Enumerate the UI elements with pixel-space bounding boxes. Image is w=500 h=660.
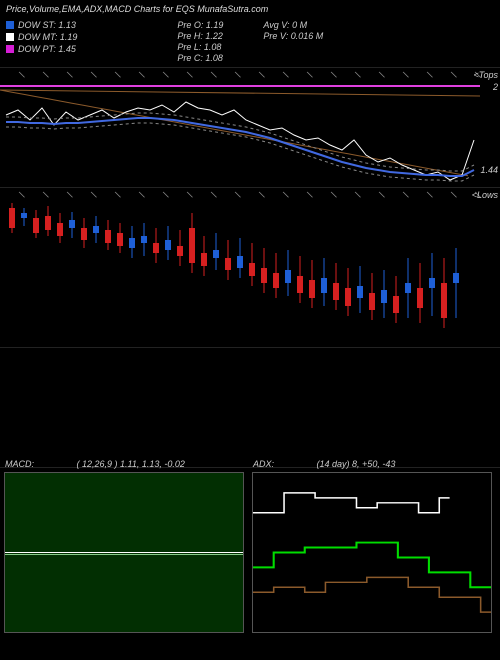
pre-open: Pre O: 1.19 [177, 20, 223, 30]
price-chart-svg [0, 68, 500, 188]
pre-high: Pre H: 1.22 [177, 31, 223, 41]
legend-mt: DOW MT: 1.19 [6, 32, 77, 42]
legend-st: DOW ST: 1.13 [6, 20, 77, 30]
top-ticks: \\\\\\\\\\\\\\\\\\\\ [0, 70, 500, 81]
y-tick-144: 1.44 [480, 165, 498, 175]
macd-svg [5, 473, 243, 632]
volume-info: Avg V: 0 M Pre V: 0.016 M [263, 20, 323, 63]
avg-vol: Avg V: 0 M [263, 20, 323, 30]
chart-title: Price,Volume,EMA,ADX,MACD Charts for EQS… [6, 4, 494, 14]
legend-pt-label: DOW PT: 1.45 [18, 44, 76, 54]
legend-pt: DOW PT: 1.45 [6, 44, 77, 54]
pre-low: Pre L: 1.08 [177, 42, 223, 52]
tops-label: <Tops [474, 70, 498, 80]
adx-box: ADX: (14 day) 8, +50, -43 [252, 472, 492, 633]
swatch-st [6, 21, 14, 29]
legend-mt-label: DOW MT: 1.19 [18, 32, 77, 42]
price-panel: \\\\\\\\\\\\\\\\\\\\ <Tops 2 1.44 [0, 67, 500, 187]
gap-panel [0, 347, 500, 467]
candle-chart-svg [0, 188, 500, 348]
adx-svg [253, 473, 491, 632]
lows-label: <Lows [472, 190, 498, 200]
legend-st-label: DOW ST: 1.13 [18, 20, 76, 30]
macd-label: MACD: ( 12,26,9 ) 1.11, 1.13, -0.02 [5, 459, 185, 469]
adx-label: ADX: (14 day) 8, +50, -43 [253, 459, 395, 469]
swatch-mt [6, 33, 14, 41]
ohlc: Pre O: 1.19 Pre H: 1.22 Pre L: 1.08 Pre … [177, 20, 223, 63]
legend: DOW ST: 1.13 DOW MT: 1.19 DOW PT: 1.45 [6, 20, 77, 63]
candle-panel: \\\\\\\\\\\\\\\\\\\\ <Lows [0, 187, 500, 347]
pre-vol: Pre V: 0.016 M [263, 31, 323, 41]
swatch-pt [6, 45, 14, 53]
chart-header: Price,Volume,EMA,ADX,MACD Charts for EQS… [0, 0, 500, 67]
info-row: DOW ST: 1.13 DOW MT: 1.19 DOW PT: 1.45 P… [6, 20, 494, 63]
macd-box: MACD: ( 12,26,9 ) 1.11, 1.13, -0.02 [4, 472, 244, 633]
mid-ticks: \\\\\\\\\\\\\\\\\\\\ [0, 190, 500, 201]
pre-close: Pre C: 1.08 [177, 53, 223, 63]
indicator-panel: MACD: ( 12,26,9 ) 1.11, 1.13, -0.02 ADX:… [0, 467, 500, 637]
y-tick-2: 2 [493, 82, 498, 92]
